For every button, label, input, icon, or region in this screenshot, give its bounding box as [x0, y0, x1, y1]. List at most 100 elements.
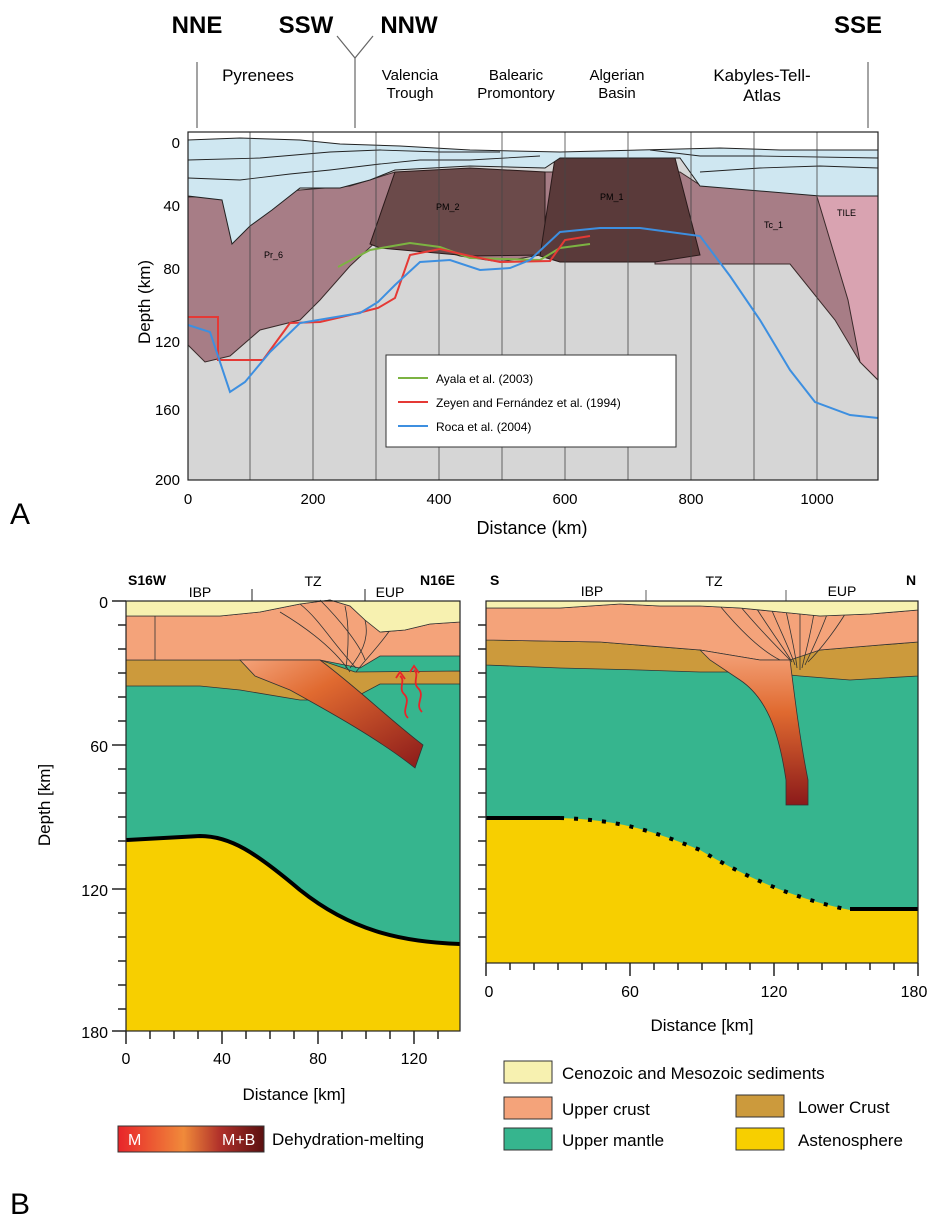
y-tick-a: 120 [155, 334, 180, 351]
zone-ibp-right: IBP [581, 583, 604, 599]
profile-bend-marker [336, 35, 374, 59]
y-tick-b-left: 120 [81, 883, 108, 900]
subducting-slab-right [698, 649, 809, 806]
x-tick-a: 800 [678, 491, 703, 508]
y-axis-a: 0 40 80 120 160 200 [155, 135, 180, 489]
plot-frame-a [187, 131, 879, 481]
end-label-n16e: N16E [420, 572, 455, 588]
x-axis-a: 0 200 400 600 800 1000 [184, 491, 834, 508]
colorbar-end-label: M+B [222, 1132, 255, 1149]
x-tick-a: 1000 [800, 491, 833, 508]
crust-boundary-1 [187, 155, 541, 181]
y-axis-label-b: Depth [km] [35, 764, 54, 846]
x-tick-a: 600 [552, 491, 577, 508]
x-tick-b-right: 180 [901, 984, 928, 1001]
y-axis-label-a: Depth (km) [135, 260, 154, 344]
upper-mantle-right [486, 601, 918, 910]
zone-eup-right: EUP [828, 583, 857, 599]
x-tick-a: 200 [300, 491, 325, 508]
legend-label-zeyen: Zeyen and Fernández et al. (1994) [436, 396, 621, 410]
legend-label-upper-mantle: Upper mantle [562, 1131, 664, 1150]
legend-label-lower-crust: Lower Crust [798, 1098, 890, 1117]
crust-boundary-2 [699, 165, 879, 173]
zone-tz-left: TZ [304, 573, 322, 589]
crust-faults-left [154, 599, 391, 673]
colorbar-title: Dehydration-melting [272, 1130, 424, 1149]
label-tc1: Tc_1 [764, 220, 783, 230]
end-label-s16w: S16W [128, 572, 167, 588]
y-tick-a: 200 [155, 472, 180, 489]
orientation-nnw: NNW [380, 12, 438, 39]
x-tick-b-left: 80 [309, 1051, 327, 1068]
panel-label-a: A [10, 498, 30, 531]
legend-swatch-upper-mantle [503, 1127, 553, 1151]
panel-b-left: S16W N16E IBP TZ EUP 0 60 120 180 Depth … [35, 572, 461, 1104]
x-tick-b-left: 40 [213, 1051, 231, 1068]
panel-a: NNE SSW NNW SSE Pyrenees Valencia Trough … [10, 12, 882, 538]
label-pm1: PM_1 [600, 192, 624, 202]
x-ticks-b-left [125, 1031, 439, 1044]
y-tick-a: 0 [172, 135, 180, 152]
label-pm2: PM_2 [436, 202, 460, 212]
x-axis-label-b-right: Distance [km] [651, 1016, 754, 1035]
legend-label-ayala: Ayala et al. (2003) [436, 372, 533, 386]
legend-swatch-lower-crust [735, 1094, 785, 1118]
zone-ibp-left: IBP [189, 584, 212, 600]
legend-swatch-astenosphere [735, 1127, 785, 1151]
crust-boundary-3 [187, 149, 500, 161]
panel-label-b: B [10, 1188, 30, 1221]
label-tile: TILE [837, 208, 856, 218]
x-tick-b-right: 120 [761, 984, 788, 1001]
panel-b-right: S N IBP TZ EUP 0 60 120 180 Distance [km… [478, 572, 927, 1035]
x-ticks-b-right [485, 963, 919, 976]
y-tick-b-left: 60 [90, 739, 108, 756]
sediments-left [125, 599, 461, 633]
region-valencia-trough: Valencia Trough [382, 67, 439, 102]
region-kabyles-tell-atlas: Kabyles-Tell-Atlas [713, 66, 810, 105]
dehydration-colorbar: M M+B Dehydration-melting [117, 1125, 424, 1153]
y-tick-b-left: 180 [81, 1025, 108, 1042]
pm2-body [369, 167, 546, 257]
legend-swatch-upper-crust [503, 1096, 553, 1120]
region-pyrenees: Pyrenees [222, 66, 294, 85]
pm1-body [539, 157, 701, 263]
legend-box-a [385, 354, 677, 448]
y-tick-a: 40 [163, 198, 180, 215]
legend-label-upper-crust: Upper crust [562, 1100, 650, 1119]
x-tick-a: 0 [184, 491, 192, 508]
dehydration-arrows [395, 664, 423, 719]
x-tick-b-left: 0 [122, 1051, 131, 1068]
subducting-slab-left [239, 659, 424, 769]
legend-label-sediments: Cenozoic and Mesozoic sediments [562, 1064, 825, 1083]
y-tick-a: 80 [163, 261, 180, 278]
orientation-ssw: SSW [279, 12, 334, 39]
orientation-nne: NNE [172, 12, 223, 39]
label-pr6: Pr_6 [264, 250, 283, 260]
y-ticks-b-left [112, 600, 126, 1032]
legend-b: Cenozoic and Mesozoic sediments Upper cr… [503, 1060, 903, 1151]
crust-boundary-4 [649, 149, 879, 159]
curve-roca-2004 [187, 227, 879, 419]
zone-tz-right: TZ [705, 573, 723, 589]
legend-a: Ayala et al. (2003) Zeyen and Fernández … [385, 354, 677, 448]
end-label-s: S [490, 572, 499, 588]
region-algerian-basin: Algerian Basin [589, 67, 644, 102]
y-tick-a: 160 [155, 402, 180, 419]
x-tick-a: 400 [426, 491, 451, 508]
y-ticks-b-right [478, 624, 486, 938]
x-axis-label-b-left: Distance [km] [243, 1085, 346, 1104]
upper-crust-layer [187, 131, 879, 245]
orientation-sse: SSE [834, 12, 882, 39]
legend-label-astenosphere: Astenosphere [798, 1131, 903, 1150]
zone-eup-left: EUP [376, 584, 405, 600]
x-axis-label-a: Distance (km) [476, 518, 587, 538]
region-balearic-promontory: Balearic Promontory [477, 67, 555, 102]
colorbar-start-label: M [128, 1132, 141, 1149]
lab-boundary-left [125, 833, 461, 946]
colorbar-gradient [117, 1125, 265, 1153]
legend-label-roca: Roca et al. (2004) [436, 420, 531, 434]
end-label-n: N [906, 572, 916, 588]
x-tick-b-left: 120 [401, 1051, 428, 1068]
x-tick-b-right: 60 [621, 984, 639, 1001]
